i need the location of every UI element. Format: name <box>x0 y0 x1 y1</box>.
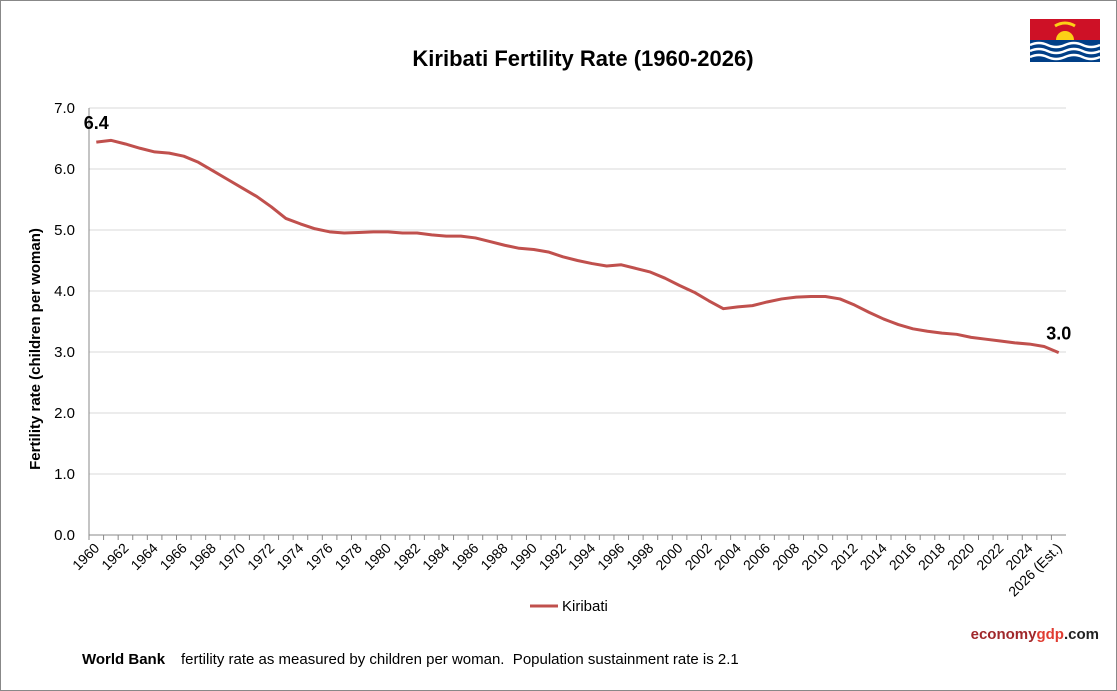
legend-label: Kiribati <box>562 598 608 615</box>
footer-source: World Bank <box>82 651 166 668</box>
y-tick-label: 5.0 <box>54 222 75 239</box>
y-tick-label: 6.0 <box>54 161 75 178</box>
brand-part: economy <box>971 626 1038 643</box>
brand: economygdp.com <box>971 626 1099 643</box>
y-tick-label: 3.0 <box>54 344 75 361</box>
y-tick-label: 7.0 <box>54 100 75 117</box>
footer-text: fertility rate as measured by children p… <box>181 651 739 668</box>
y-tick-label: 0.0 <box>54 527 75 544</box>
data-label: 6.4 <box>84 113 109 133</box>
y-axis-label: Fertility rate (children per woman) <box>27 228 44 470</box>
chart-title: Kiribati Fertility Rate (1960-2026) <box>412 46 753 71</box>
series-line <box>96 138 1060 354</box>
brand-part: .com <box>1064 626 1099 643</box>
y-tick-label: 1.0 <box>54 466 75 483</box>
y-tick-label: 4.0 <box>54 283 75 300</box>
flag <box>1029 19 1101 62</box>
data-label: 3.0 <box>1046 324 1071 344</box>
y-tick-label: 2.0 <box>54 405 75 422</box>
brand-part: gdp <box>1036 626 1064 643</box>
